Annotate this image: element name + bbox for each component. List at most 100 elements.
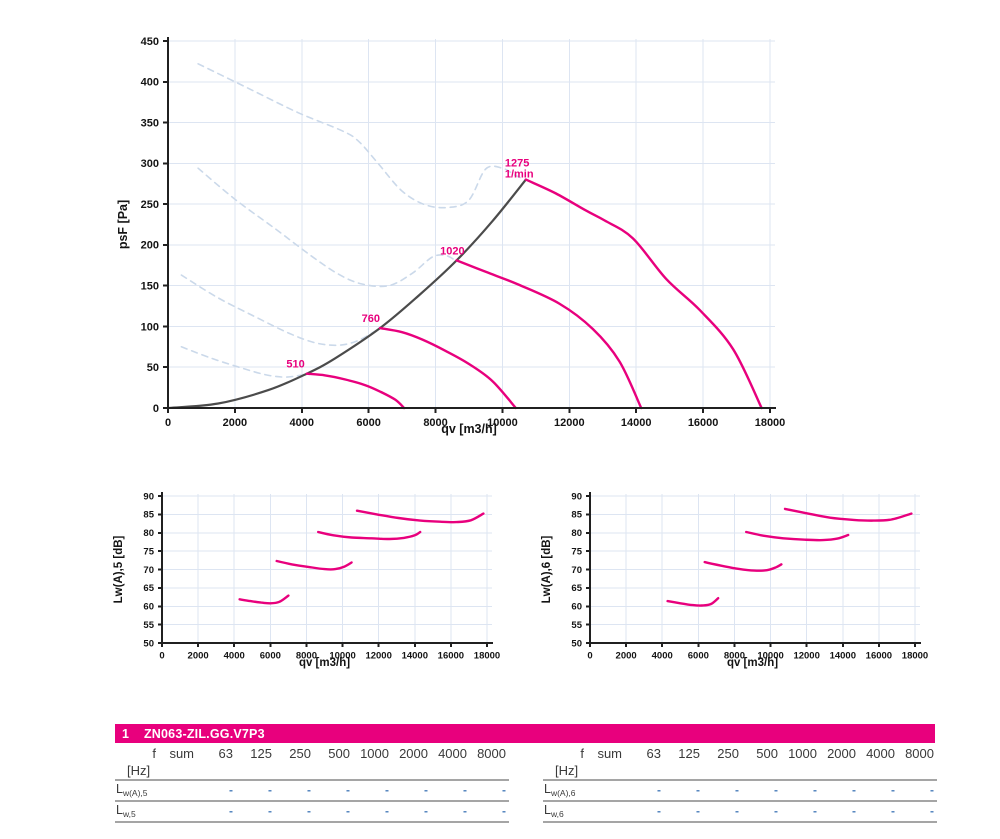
freq-header-hz-unit: [Hz] — [555, 763, 579, 779]
octave-value: - — [385, 782, 389, 797]
octave-value: - — [891, 803, 895, 818]
x-tick-label: 14000 — [402, 651, 428, 662]
octave-value: - — [502, 782, 506, 797]
axes — [158, 492, 493, 647]
noise-chart-5: 0 2000 4000 6000 8000 10000 12000 14000 16000 180… — [113, 491, 500, 669]
table-row: Lw,5 - - - - - - - - — [115, 800, 509, 821]
x-tick-label: 14000 — [621, 417, 652, 429]
fan-curve-760 — [378, 326, 517, 410]
x-tick-label: 8000 — [724, 651, 745, 662]
freq-header-f: f — [152, 746, 156, 762]
y-tick-label: 400 — [141, 77, 159, 89]
freq-header-sum: sum — [169, 746, 194, 762]
x-tick-label: 18000 — [755, 417, 786, 429]
y-tick-label: 55 — [571, 620, 582, 631]
octave-value: - — [502, 803, 506, 818]
y-tick-label: 350 — [141, 117, 159, 129]
x-axis-title: qv [m3/h] — [727, 657, 778, 669]
freq-header-sum: sum — [597, 746, 622, 762]
octave-value: - — [463, 803, 467, 818]
octave-value: - — [268, 803, 272, 818]
octave-value: - — [696, 803, 700, 818]
tick-labels: 0 2000 4000 6000 8000 10000 12000 14000 16000 180… — [141, 36, 786, 429]
y-tick-label: 70 — [571, 565, 582, 576]
freq-header-band: 125 — [678, 746, 700, 762]
y-tick-label: 200 — [141, 240, 159, 252]
y-tick-label: 55 — [143, 620, 154, 631]
x-tick-label: 2000 — [616, 651, 637, 662]
y-tick-label: 70 — [143, 565, 154, 576]
y-tick-label: 80 — [143, 528, 154, 539]
noise5-curve-1020 — [317, 530, 422, 541]
octave-table-5: f sum 63 125 250 500 1000 2000 4000 8000 [Hz] Lw(A)… — [115, 746, 509, 823]
x-tick-label: 4000 — [290, 417, 314, 429]
y-axis-title: Lw(A),5 [dB] — [113, 535, 125, 603]
axes — [163, 37, 776, 413]
y-tick-label: 50 — [143, 638, 154, 649]
fan-curve-1020 — [455, 259, 643, 410]
model-name: ZN063-ZIL.GG.V7P3 — [143, 726, 265, 741]
x-tick-label: 0 — [587, 651, 592, 662]
y-axis-title: psF [Pa] — [116, 200, 130, 249]
fan-curve-1275 — [524, 178, 763, 410]
row-label: Lw(A),6 — [544, 782, 576, 799]
freq-header-band: 250 — [717, 746, 739, 762]
x-tick-label: 12000 — [554, 417, 585, 429]
octave-value: - — [657, 782, 661, 797]
x-tick-label: 10000 — [329, 651, 355, 662]
x-axis-title: qv [m3/h] — [299, 657, 350, 669]
grid-lines — [162, 494, 492, 643]
octave-value: - — [813, 782, 817, 797]
octave-value: - — [229, 782, 233, 797]
x-tick-label: 16000 — [438, 651, 464, 662]
rpm-label: 510 — [286, 359, 304, 371]
freq-header-band: 2000 — [827, 746, 856, 762]
freq-header-band: 1000 — [360, 746, 389, 762]
axes — [586, 492, 921, 647]
rpm-label: 1/min — [505, 169, 534, 181]
fan-curve-510 — [305, 372, 406, 410]
octave-band-tables: f sum 63 125 250 500 1000 2000 4000 8000 [Hz] Lw(A)… — [115, 746, 937, 823]
y-tick-label: 150 — [141, 281, 159, 293]
y-tick-label: 0 — [153, 403, 159, 415]
octave-value: - — [813, 803, 817, 818]
x-tick-label: 6000 — [260, 651, 281, 662]
octave-value: - — [268, 782, 272, 797]
noise5-curve-510 — [238, 594, 290, 605]
y-tick-label: 60 — [571, 602, 582, 613]
y-tick-label: 85 — [143, 510, 154, 521]
system-resistance-curve — [166, 178, 527, 410]
main-chart: 0 2000 4000 6000 8000 10000 12000 14000 16000 180… — [116, 36, 785, 436]
noise6-curve-760 — [703, 560, 783, 572]
octave-value: - — [852, 803, 856, 818]
x-tick-label: 12000 — [793, 651, 819, 662]
freq-header-band: 4000 — [866, 746, 895, 762]
freq-header-f: f — [580, 746, 584, 762]
freq-header-band: 1000 — [788, 746, 817, 762]
x-tick-label: 10000 — [757, 651, 783, 662]
x-tick-label: 4000 — [652, 651, 673, 662]
x-tick-label: 16000 — [688, 417, 719, 429]
row-label: Lw,5 — [116, 803, 136, 820]
row-label: Lw(A),5 — [116, 782, 148, 799]
x-tick-label: 16000 — [866, 651, 892, 662]
octave-value: - — [346, 782, 350, 797]
freq-header-hz-unit: [Hz] — [127, 763, 151, 779]
y-tick-label: 300 — [141, 158, 159, 170]
y-axis-title: Lw(A),6 [dB] — [541, 535, 553, 603]
x-tick-label: 8000 — [423, 417, 447, 429]
freq-header-band: 8000 — [477, 746, 506, 762]
boundary-curve-510 — [180, 346, 308, 378]
y-tick-label: 65 — [571, 583, 582, 594]
tick-labels: 0 2000 4000 6000 8000 10000 12000 14000 16000 180… — [143, 491, 500, 661]
octave-value: - — [424, 782, 428, 797]
octave-table-6: f sum 63 125 250 500 1000 2000 4000 8000 [Hz] Lw(A)… — [543, 746, 937, 823]
octave-value: - — [852, 782, 856, 797]
freq-header-band: 63 — [646, 746, 661, 762]
octave-value: - — [696, 782, 700, 797]
freq-header-band: 500 — [328, 746, 350, 762]
octave-value: - — [229, 803, 233, 818]
y-tick-label: 65 — [143, 583, 154, 594]
freq-header-band: 4000 — [438, 746, 467, 762]
